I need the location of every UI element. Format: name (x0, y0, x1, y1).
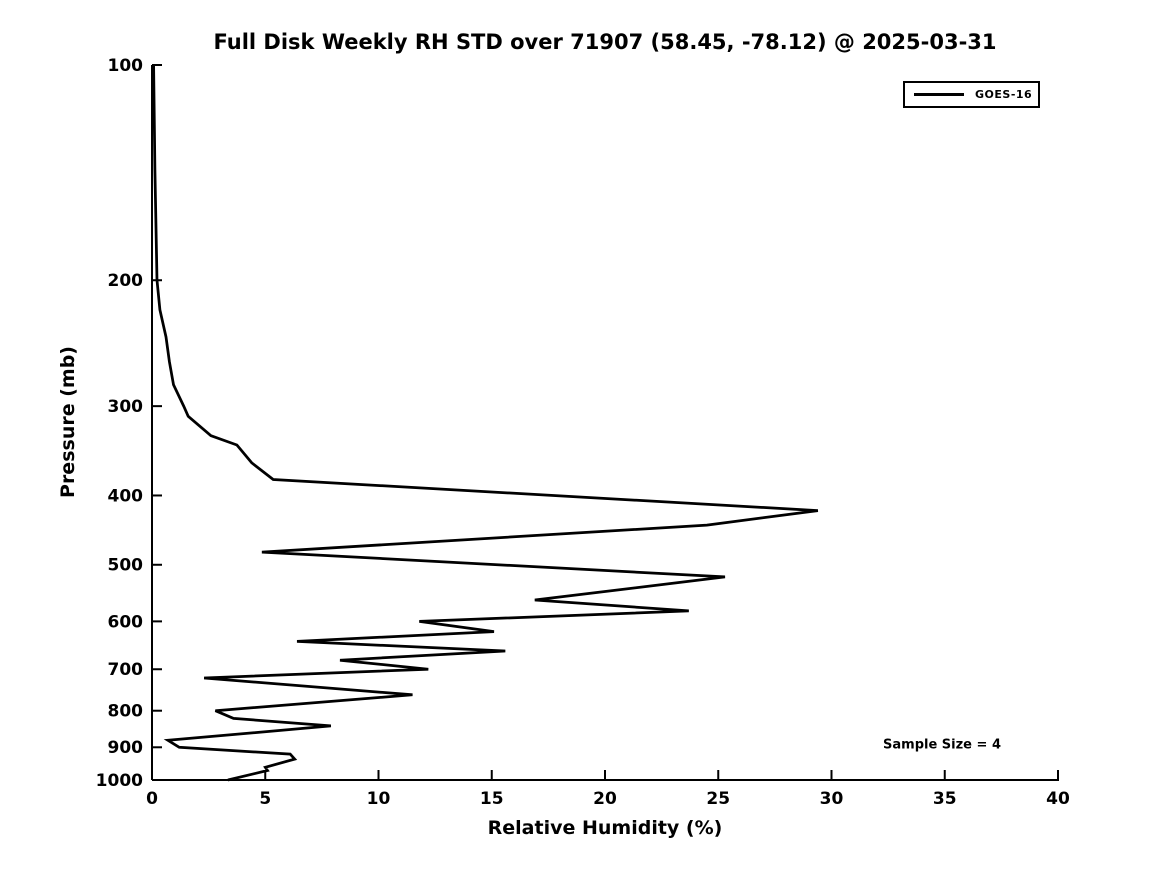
axes (151, 65, 1059, 781)
svg-text:25: 25 (706, 789, 730, 809)
svg-text:500: 500 (108, 556, 144, 576)
svg-text:35: 35 (933, 789, 957, 809)
svg-text:200: 200 (108, 271, 144, 291)
svg-text:0: 0 (146, 789, 158, 809)
legend-label: GOES-16 (975, 88, 1033, 101)
svg-text:40: 40 (1046, 789, 1070, 809)
svg-text:700: 700 (108, 660, 144, 680)
svg-text:10: 10 (367, 789, 391, 809)
svg-text:100: 100 (108, 56, 144, 76)
legend-line-sample (914, 93, 964, 96)
x-axis-label: Relative Humidity (%) (487, 817, 723, 839)
svg-text:15: 15 (480, 789, 504, 809)
x-axis-ticks: 0 5 10 15 20 25 30 35 40 (146, 770, 1070, 809)
data-line-goes-16 (152, 64, 819, 782)
legend-box: GOES-16 (903, 81, 1040, 108)
y-axis-ticks: 100 200 300 400 500 600 700 800 900 1000 (96, 56, 162, 791)
chart-title: Full Disk Weekly RH STD over 71907 (58.4… (213, 30, 997, 54)
svg-text:300: 300 (108, 397, 144, 417)
svg-text:5: 5 (259, 789, 271, 809)
svg-text:900: 900 (108, 738, 144, 758)
svg-text:600: 600 (108, 612, 144, 632)
svg-text:20: 20 (593, 789, 617, 809)
svg-text:400: 400 (108, 486, 144, 506)
svg-text:30: 30 (820, 789, 844, 809)
y-axis-label: Pressure (mb) (57, 346, 79, 498)
svg-text:1000: 1000 (96, 771, 143, 791)
svg-text:800: 800 (108, 702, 144, 722)
sample-size-annotation: Sample Size = 4 (883, 737, 1001, 753)
